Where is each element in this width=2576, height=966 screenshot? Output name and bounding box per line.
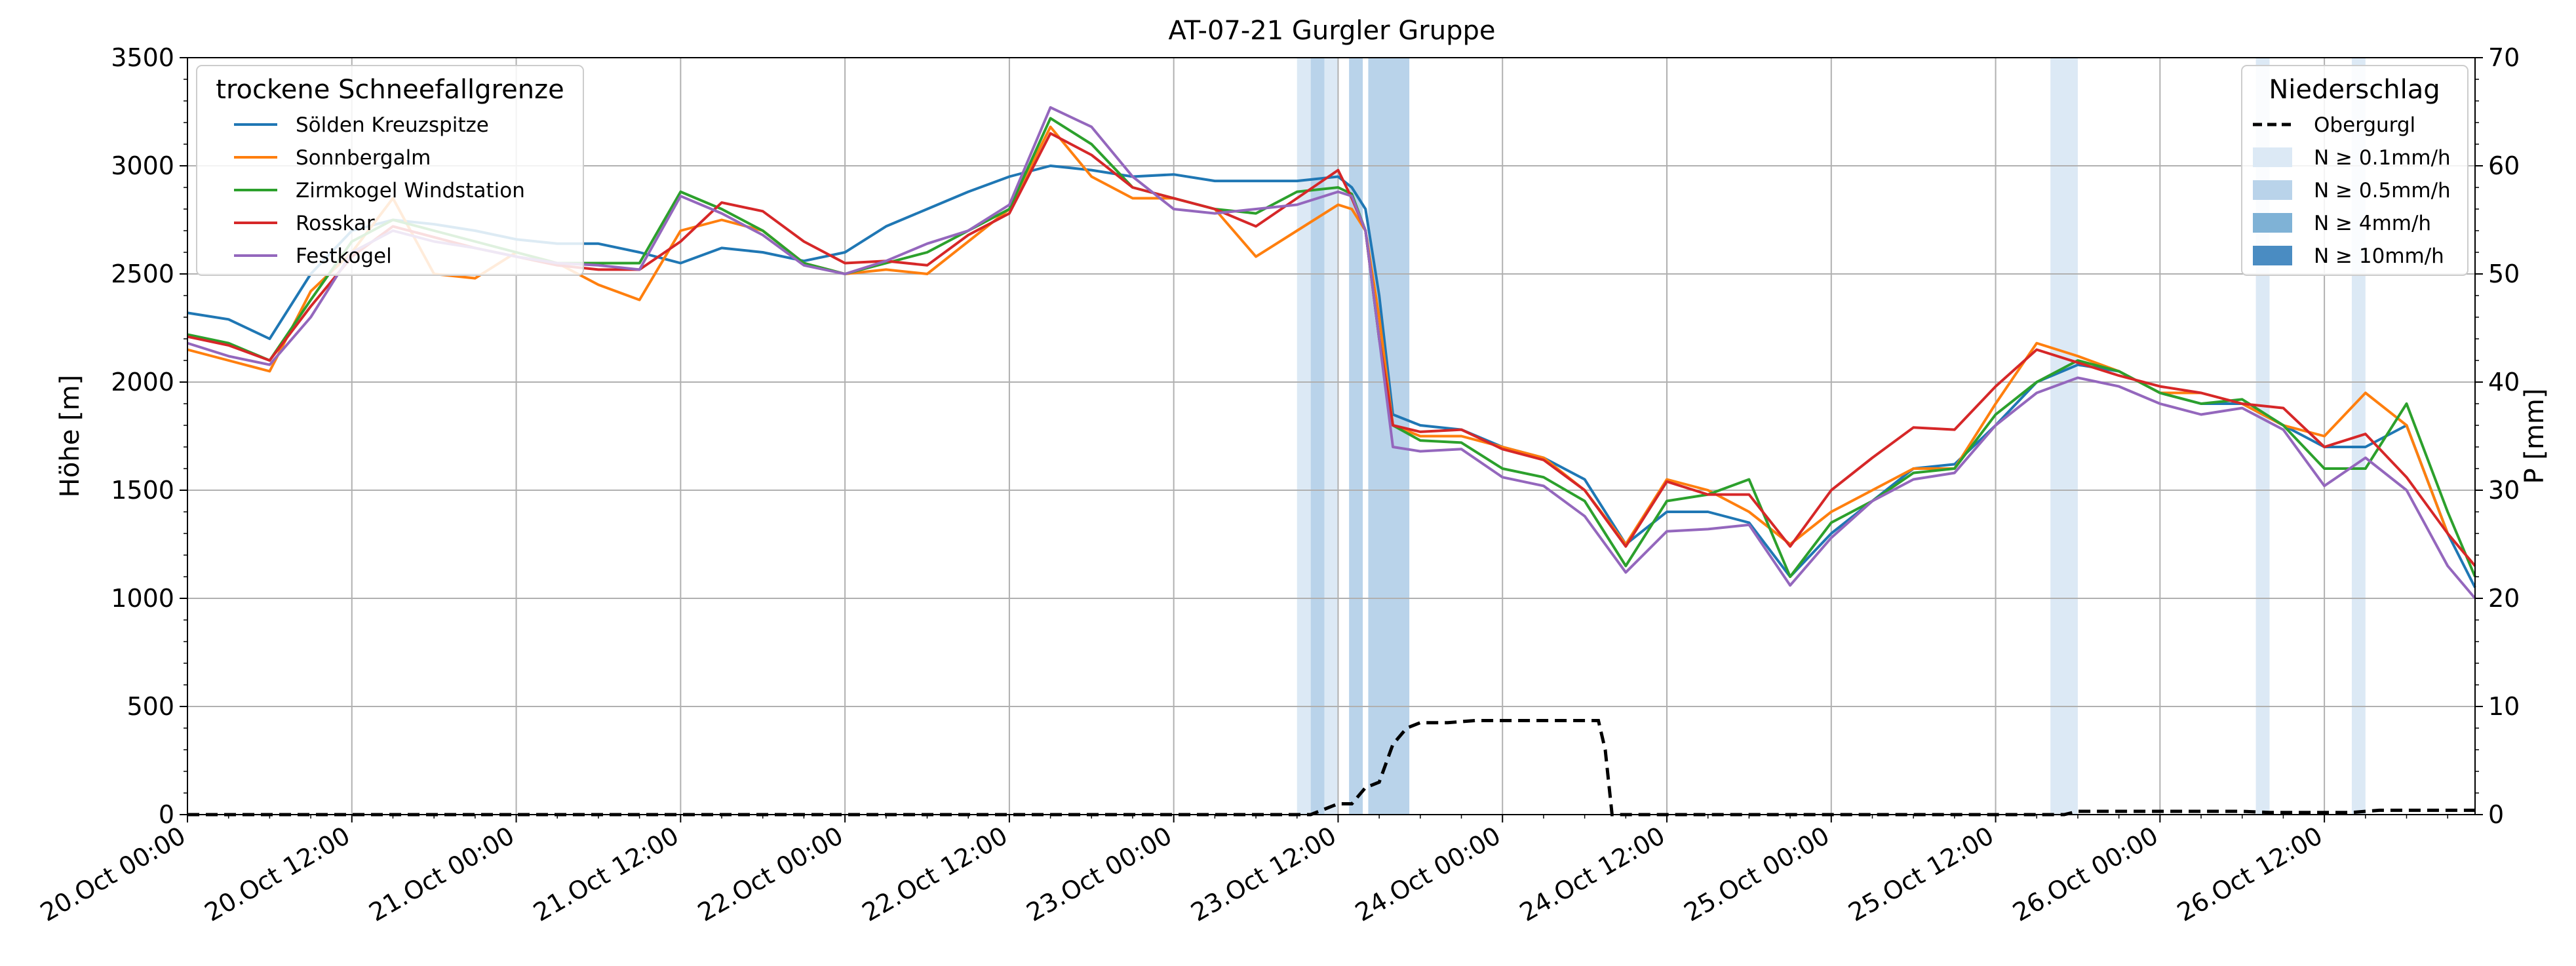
precip-band	[1297, 58, 1311, 815]
y-tick-label-left: 500	[127, 692, 174, 721]
legend-entry: Sölden Kreuzspitze	[296, 113, 489, 137]
legend-title: trockene Schneefallgrenze	[216, 75, 564, 105]
x-tick-label: 24.Oct 00:00	[1350, 821, 1506, 927]
chart-title: AT-07-21 Gurgler Gruppe	[1169, 16, 1496, 46]
x-tick-label: 25.Oct 00:00	[1679, 821, 1835, 927]
y-tick-label-left: 3000	[111, 151, 174, 180]
legend-snowline: trockene Schneefallgrenze Sölden Kreuzspi…	[196, 65, 584, 276]
plot-frame	[187, 57, 2476, 815]
x-tick-label: 22.Oct 12:00	[857, 821, 1013, 927]
y-tick-label-right: 60	[2488, 151, 2520, 180]
x-tick-label: 20.Oct 00:00	[35, 821, 191, 927]
y-tick-label-right: 20	[2488, 584, 2520, 613]
x-tick-label: 21.Oct 12:00	[528, 821, 684, 927]
y-tick-label-right: 0	[2488, 800, 2504, 829]
y-tick-label-right: 50	[2488, 260, 2520, 288]
legend-entry: Sonnbergalm	[296, 146, 431, 170]
series-line	[187, 106, 2476, 600]
legend-entry: Rosskar	[296, 212, 375, 235]
y-tick-label-left: 3500	[111, 43, 174, 72]
y-axis-label-left: Höhe [m]	[55, 375, 85, 497]
y-axis-label-right: P [mm]	[2520, 389, 2550, 484]
x-tick-label: 23.Oct 12:00	[1186, 821, 1341, 927]
legend-title: Niederschlag	[2269, 75, 2440, 105]
y-tick-label-left: 1500	[111, 476, 174, 505]
legend-swatch	[2253, 147, 2292, 167]
y-tick-label-left: 1000	[111, 584, 174, 613]
legend-box	[2241, 65, 2469, 276]
x-tick-label: 25.Oct 12:00	[1844, 821, 1999, 927]
legend-entry: N ≥ 0.5mm/h	[2314, 179, 2451, 203]
legend-entry: N ≥ 4mm/h	[2314, 212, 2431, 235]
series-lines	[187, 106, 2476, 600]
precip-band	[1310, 58, 1325, 815]
x-tick-label: 23.Oct 00:00	[1022, 821, 1177, 927]
precip-line-obergurgl	[187, 718, 2475, 817]
y-tick-label-left: 2500	[111, 260, 174, 288]
y-tick-label-right: 70	[2488, 43, 2520, 72]
legend-swatch	[2253, 180, 2292, 200]
precip-band	[1349, 58, 1363, 815]
precip-band	[2050, 58, 2078, 815]
legend-entry: N ≥ 10mm/h	[2314, 244, 2444, 268]
legend-swatch	[2253, 246, 2292, 265]
y-tick-label-right: 30	[2488, 476, 2520, 505]
legend-entry: Festkogel	[296, 244, 392, 268]
legend-entry: Obergurgl	[2314, 113, 2415, 137]
x-tick-label: 26.Oct 00:00	[2008, 821, 2163, 927]
legend-entry: N ≥ 0.1mm/h	[2314, 146, 2451, 170]
x-tick-label: 26.Oct 12:00	[2172, 821, 2328, 927]
legend-entry: Zirmkogel Windstation	[296, 179, 525, 203]
legend-precipitation: Niederschlag Obergurgl N ≥ 0.1mm/h N ≥ 0.5m…	[2241, 65, 2469, 276]
precip-band	[1324, 58, 1338, 815]
y-tick-label-left: 0	[159, 800, 174, 829]
x-tick-label: 20.Oct 12:00	[200, 821, 355, 927]
precip-band	[1368, 58, 1410, 815]
y-tick-label-right: 40	[2488, 368, 2520, 396]
x-tick-label: 21.Oct 00:00	[364, 821, 520, 927]
y-tick-label-left: 2000	[111, 368, 174, 396]
precip-line	[187, 718, 2475, 817]
legend-swatch	[2253, 213, 2292, 233]
x-tick-label: 22.Oct 00:00	[693, 821, 848, 927]
series-line	[187, 125, 2476, 567]
y-tick-label-right: 10	[2488, 692, 2520, 721]
x-tick-label: 24.Oct 12:00	[1515, 821, 1670, 927]
legend-box	[196, 65, 584, 276]
